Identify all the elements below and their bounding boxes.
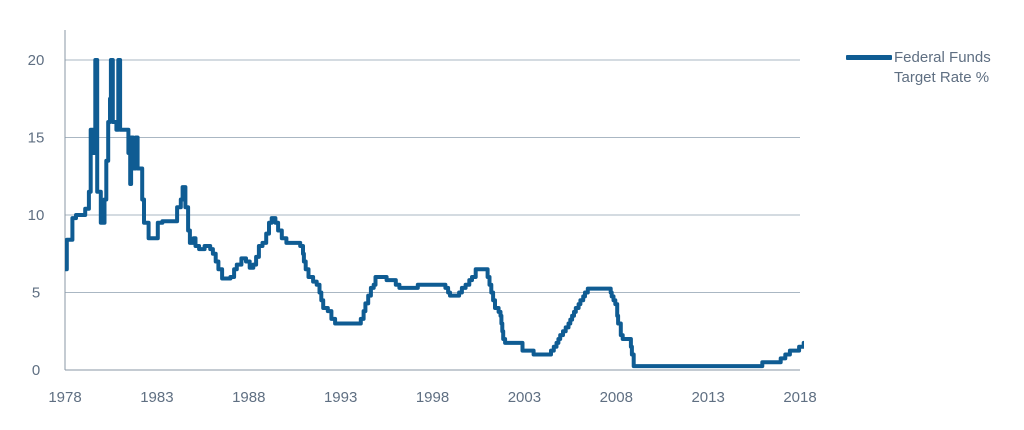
y-tick-label-20: 20 (28, 52, 45, 69)
y-tick-labels: 0 5 10 15 20 (28, 52, 45, 379)
y-tick-label-15: 15 (28, 130, 45, 147)
series-line-federal-funds (65, 58, 804, 369)
x-tick-label-1988: 1988 (232, 389, 265, 406)
y-tick-label-10: 10 (28, 207, 45, 224)
x-tick-label-1983: 1983 (140, 389, 173, 406)
x-tick-labels: 1978 1983 1988 1993 1998 2003 2008 2013 2018 (48, 389, 816, 406)
grid-lines (65, 59, 800, 293)
x-tick-label-1993: 1993 (324, 389, 357, 406)
x-tick-label-2013: 2013 (691, 389, 724, 406)
x-tick-label-1998: 1998 (416, 389, 449, 406)
legend: Federal Funds Target Rate % (846, 48, 1016, 88)
legend-label-federal-funds: Federal Funds Target Rate % (894, 49, 991, 86)
x-tick-label-1978: 1978 (48, 389, 81, 406)
series-layer (65, 58, 804, 369)
x-tick-label-2008: 2008 (600, 389, 633, 406)
x-tick-label-2018: 2018 (783, 389, 816, 406)
y-tick-label-5: 5 (32, 285, 40, 302)
x-tick-label-2003: 2003 (508, 389, 541, 406)
y-tick-label-0: 0 (32, 362, 40, 379)
legend-swatch-federal-funds (846, 55, 892, 60)
